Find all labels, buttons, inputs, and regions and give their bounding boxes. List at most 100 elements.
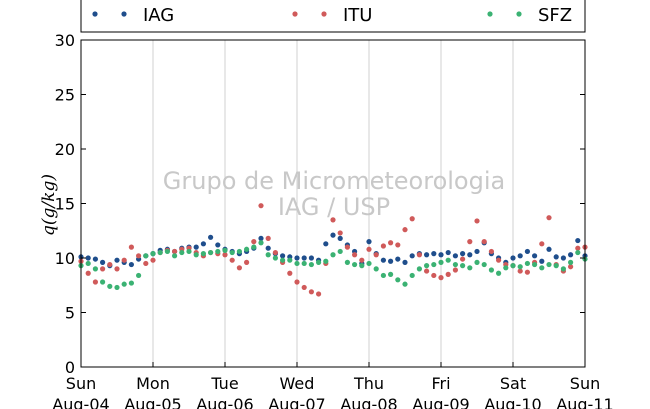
data-point xyxy=(344,259,350,265)
data-point xyxy=(438,252,444,258)
y-tick-label: 15 xyxy=(55,195,75,214)
data-point xyxy=(366,246,372,252)
data-point xyxy=(366,260,372,267)
data-point xyxy=(164,248,170,255)
data-point xyxy=(452,261,458,268)
data-point xyxy=(488,248,494,255)
y-tick-label: 5 xyxy=(65,304,75,323)
data-point xyxy=(258,240,264,246)
data-point xyxy=(539,258,545,264)
data-point xyxy=(308,289,314,295)
data-point xyxy=(568,264,574,270)
data-point xyxy=(128,261,134,268)
data-point xyxy=(380,257,386,263)
data-point xyxy=(445,249,451,256)
data-point xyxy=(337,248,343,255)
data-point xyxy=(424,252,430,258)
data-point xyxy=(301,255,307,261)
data-point xyxy=(244,259,250,265)
data-point xyxy=(150,257,156,263)
data-point xyxy=(114,284,120,291)
legend-marker xyxy=(487,11,493,17)
data-point xyxy=(136,253,142,259)
data-point xyxy=(215,248,221,255)
data-point xyxy=(460,256,466,262)
data-point xyxy=(136,272,142,279)
data-point xyxy=(402,259,408,265)
data-point xyxy=(229,249,235,256)
legend-box xyxy=(80,0,586,33)
data-point xyxy=(128,244,134,250)
data-point xyxy=(258,235,264,241)
data-point xyxy=(121,257,127,263)
data-point xyxy=(330,252,336,258)
data-point xyxy=(280,257,286,263)
x-tick-label-day: Sun xyxy=(66,374,96,393)
data-point xyxy=(539,265,545,271)
data-point xyxy=(474,218,480,224)
data-point xyxy=(467,252,473,258)
data-point xyxy=(517,264,523,270)
x-tick-label-date: Aug-10 xyxy=(484,395,541,409)
data-point xyxy=(395,256,401,262)
data-point xyxy=(524,269,531,275)
y-tick-label: 20 xyxy=(55,140,75,159)
data-point xyxy=(107,261,113,268)
data-point xyxy=(316,291,322,297)
data-point xyxy=(308,261,314,268)
data-point xyxy=(553,254,559,260)
data-point xyxy=(323,258,329,264)
data-point xyxy=(575,245,581,251)
data-point xyxy=(438,259,444,265)
data-point xyxy=(128,280,134,286)
data-point xyxy=(373,252,379,258)
data-point xyxy=(560,266,567,272)
legend-label-sfz: SFZ xyxy=(538,5,572,26)
data-point xyxy=(409,272,415,279)
data-point xyxy=(337,235,343,241)
data-point xyxy=(352,252,358,258)
x-tick-label-date: Aug-11 xyxy=(556,395,613,409)
x-tick-label-day: Sun xyxy=(570,374,600,393)
data-point xyxy=(265,252,271,258)
y-tick-label: 30 xyxy=(55,31,75,50)
x-tick-label-date: Aug-05 xyxy=(124,395,181,409)
data-point xyxy=(143,260,149,267)
data-point xyxy=(280,253,286,259)
data-point xyxy=(172,253,178,259)
data-point xyxy=(272,255,278,261)
data-point xyxy=(409,253,415,259)
data-point xyxy=(524,260,531,267)
data-point xyxy=(100,266,106,272)
data-point xyxy=(517,268,523,274)
x-tick-label-date: Aug-09 xyxy=(412,395,469,409)
data-point xyxy=(294,279,300,285)
data-points xyxy=(78,203,588,297)
data-point xyxy=(388,258,394,264)
data-point xyxy=(85,255,91,261)
data-point xyxy=(575,237,581,244)
data-point xyxy=(481,239,487,245)
legend-marker xyxy=(121,11,127,17)
data-point xyxy=(236,265,242,271)
legend-label-iag: IAG xyxy=(143,5,174,26)
data-point xyxy=(200,251,206,257)
data-point xyxy=(352,261,358,268)
data-point xyxy=(474,259,480,265)
data-point xyxy=(402,227,408,233)
data-point xyxy=(229,257,235,263)
data-point xyxy=(301,284,307,291)
data-point xyxy=(517,253,523,259)
legend-label-itu: ITU xyxy=(343,5,372,26)
x-tick-label-day: Wed xyxy=(280,374,315,393)
y-axis-label: q(g/kg) xyxy=(39,174,59,236)
data-point xyxy=(431,251,437,257)
data-point xyxy=(467,265,473,271)
data-point xyxy=(431,261,437,268)
data-point xyxy=(85,260,91,267)
data-point xyxy=(244,246,250,252)
data-point xyxy=(416,252,422,258)
data-point xyxy=(200,241,206,247)
data-point xyxy=(380,243,386,249)
data-point xyxy=(373,266,379,272)
